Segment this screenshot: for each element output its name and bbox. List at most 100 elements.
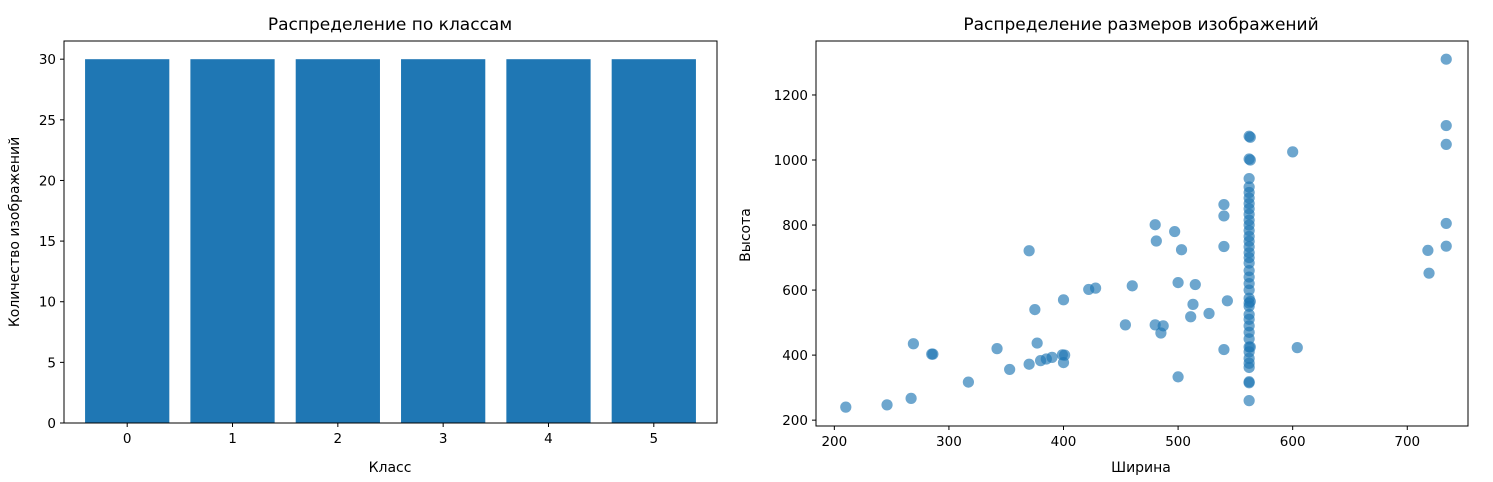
bar-x-tick-label: 2	[334, 431, 343, 447]
scatter-point	[1243, 377, 1255, 389]
scatter-point	[1187, 298, 1199, 310]
scatter-point	[1172, 277, 1184, 289]
scatter-point	[1243, 361, 1255, 374]
bar-x-tick-label: 1	[228, 431, 237, 447]
scatter-chart: Распределение размеров изображений 200 30…	[738, 15, 1469, 476]
scatter-x-tick-label: 300	[936, 434, 962, 450]
bar-y-tick-label: 5	[47, 355, 56, 371]
scatter-point	[1175, 244, 1188, 256]
bar-chart-ylabel: Количество изображений	[7, 137, 23, 327]
scatter-chart-title: Распределение размеров изображений	[963, 15, 1318, 35]
bar-x-tick-label: 5	[650, 431, 659, 447]
scatter-point	[1059, 349, 1071, 361]
scatter-point	[1218, 343, 1230, 356]
scatter-point	[1244, 154, 1256, 166]
scatter-point	[1243, 284, 1255, 296]
scatter-point	[1440, 240, 1452, 252]
scatter-point	[1287, 146, 1299, 158]
scatter-point	[1440, 53, 1452, 65]
bar-x-tick-label: 0	[123, 431, 132, 447]
scatter-x-tick-label: 400	[1051, 434, 1077, 450]
bar-5	[611, 59, 696, 423]
bar-chart-y-ticks: 0 5 10 15 20 25 30	[39, 52, 64, 432]
scatter-x-tick-label: 500	[1165, 434, 1191, 450]
scatter-point	[1244, 295, 1256, 308]
scatter-point	[1291, 342, 1303, 354]
scatter-point	[1243, 395, 1255, 407]
bar-y-tick-label: 0	[47, 416, 56, 432]
scatter-point	[1244, 341, 1256, 353]
scatter-point	[1218, 210, 1230, 222]
scatter-point	[1004, 363, 1016, 376]
scatter-point	[905, 392, 917, 404]
bar-chart-frame	[63, 40, 718, 424]
scatter-chart-points	[840, 53, 1452, 413]
bar-x-tick-label: 4	[544, 431, 553, 447]
scatter-point	[1023, 245, 1035, 257]
bar-3	[401, 59, 486, 423]
scatter-point	[1057, 294, 1070, 306]
scatter-chart-xlabel: Ширина	[1111, 460, 1171, 476]
bar-y-tick-label: 10	[39, 295, 56, 311]
scatter-point	[927, 348, 939, 360]
scatter-point	[1172, 371, 1184, 383]
bar-chart-title: Распределение по классам	[268, 15, 512, 35]
bar-2	[295, 59, 380, 423]
scatter-point	[1440, 217, 1452, 230]
scatter-point	[881, 399, 893, 411]
scatter-point	[1185, 311, 1197, 323]
bar-y-tick-label: 20	[39, 173, 56, 189]
bar-y-tick-label: 25	[39, 113, 56, 129]
scatter-point	[1423, 267, 1435, 279]
scatter-point	[1440, 119, 1452, 132]
scatter-y-tick-label: 200	[782, 413, 808, 429]
scatter-point	[1243, 172, 1255, 185]
scatter-point	[1203, 307, 1215, 320]
scatter-x-tick-label: 200	[821, 434, 847, 450]
scatter-point	[1157, 320, 1169, 332]
scatter-y-tick-label: 600	[782, 283, 808, 299]
bar-4	[506, 59, 591, 423]
scatter-y-tick-label: 800	[782, 218, 808, 234]
scatter-point	[1189, 278, 1201, 291]
scatter-y-tick-label: 1200	[774, 88, 808, 104]
bar-chart: Распределение по классам 0 1 2 3 4 5 0 5 10 15 20…	[7, 15, 718, 476]
scatter-point	[1218, 240, 1230, 253]
scatter-x-tick-label: 600	[1280, 434, 1306, 450]
bar-chart-xlabel: Класс	[369, 460, 412, 476]
bar-1	[190, 59, 275, 423]
scatter-chart-ylabel: Высота	[738, 208, 754, 262]
scatter-chart-y-ticks: 200 400 600 800 1000 1200	[774, 88, 816, 429]
scatter-point	[991, 343, 1003, 355]
bar-chart-bars	[85, 59, 696, 423]
scatter-point	[1440, 138, 1452, 151]
scatter-y-tick-label: 1000	[774, 153, 808, 169]
scatter-point	[1046, 351, 1058, 363]
bar-y-tick-label: 15	[39, 234, 56, 250]
bar-x-tick-label: 3	[439, 431, 448, 447]
scatter-chart-x-ticks: 200 300 400 500 600 700	[821, 426, 1420, 450]
scatter-point	[1150, 235, 1162, 247]
scatter-point	[1023, 358, 1035, 370]
scatter-point	[1422, 244, 1434, 257]
scatter-point	[1089, 282, 1102, 294]
scatter-point	[1218, 198, 1230, 211]
scatter-point	[1029, 303, 1041, 316]
scatter-point	[962, 376, 975, 388]
scatter-point	[1149, 219, 1161, 231]
scatter-point	[1119, 319, 1131, 331]
scatter-point	[907, 338, 919, 350]
bar-chart-x-ticks: 0 1 2 3 4 5	[123, 423, 658, 447]
scatter-point	[840, 401, 852, 413]
bar-0	[85, 59, 170, 423]
scatter-point	[1244, 131, 1256, 143]
scatter-point	[1126, 280, 1138, 292]
bar-y-tick-label: 30	[39, 52, 56, 68]
scatter-y-tick-label: 400	[782, 348, 808, 364]
scatter-point	[1169, 225, 1181, 238]
scatter-point	[1031, 337, 1043, 349]
scatter-x-tick-label: 700	[1394, 434, 1420, 450]
scatter-point	[1221, 295, 1233, 307]
scatter-chart-frame	[815, 40, 1469, 427]
